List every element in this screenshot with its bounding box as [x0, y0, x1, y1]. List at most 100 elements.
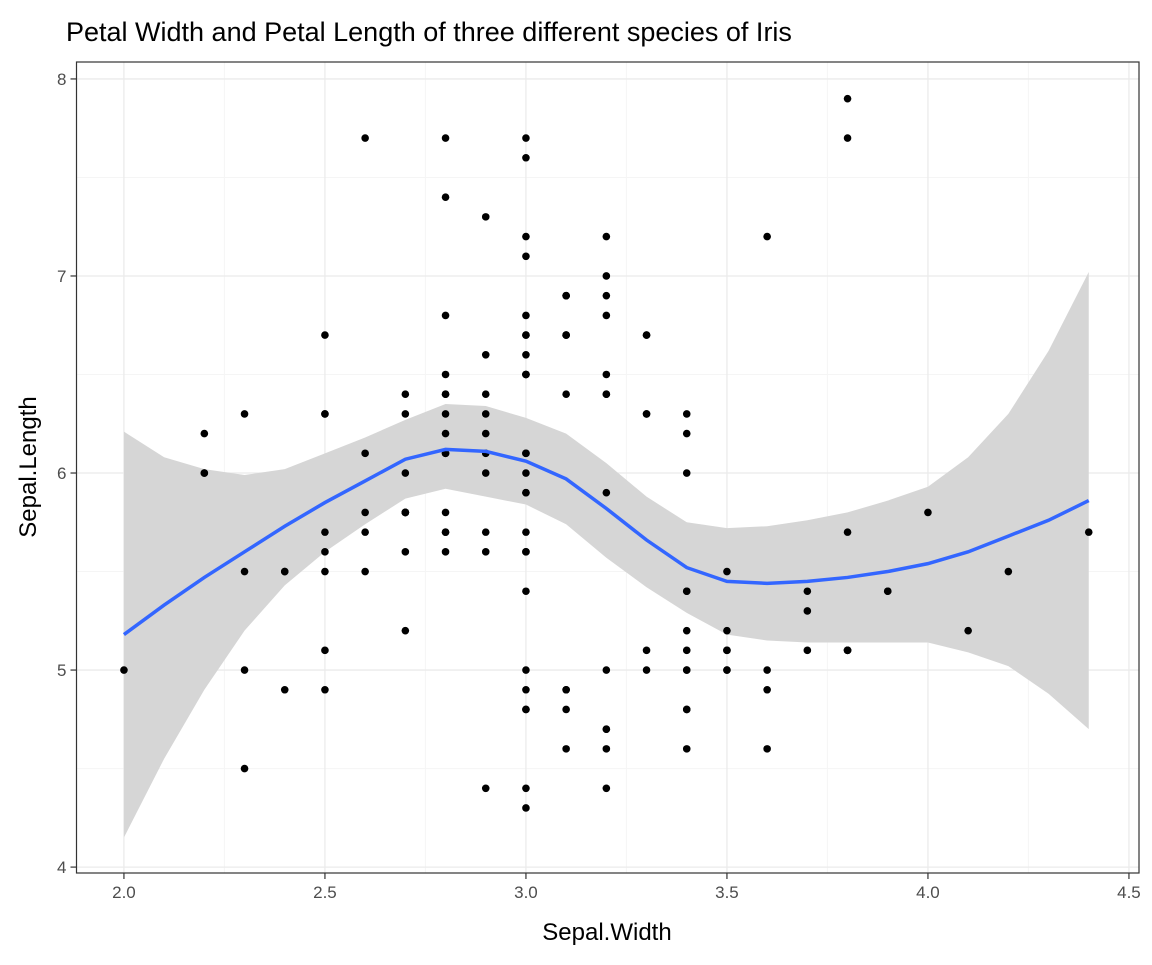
data-point	[562, 705, 570, 714]
data-point	[401, 410, 410, 418]
data-point	[602, 232, 611, 241]
data-point	[321, 548, 329, 556]
data-point	[562, 291, 570, 300]
data-point	[602, 390, 611, 399]
x-axis-title: Sepal.Width	[542, 919, 671, 946]
data-point	[682, 705, 691, 714]
data-point	[562, 390, 570, 399]
data-point	[522, 705, 530, 714]
data-point	[522, 488, 530, 497]
x-tick-label: 3.0	[514, 883, 538, 902]
data-point	[240, 410, 249, 418]
data-point	[441, 193, 450, 201]
data-point	[723, 666, 731, 674]
data-point	[602, 488, 611, 497]
data-point	[682, 745, 691, 753]
data-point	[763, 745, 771, 753]
data-point	[321, 528, 329, 536]
data-point	[522, 666, 530, 674]
data-point	[401, 508, 410, 517]
panel-border	[75, 61, 1140, 874]
x-tick-label: 2.0	[112, 883, 136, 902]
data-point	[602, 311, 611, 320]
points	[120, 94, 1093, 812]
data-point	[481, 784, 490, 793]
data-point	[602, 745, 611, 753]
data-point	[522, 784, 530, 793]
data-point	[883, 587, 892, 596]
data-point	[321, 410, 329, 418]
data-point	[441, 508, 450, 517]
data-point	[1084, 528, 1093, 536]
data-point	[280, 685, 289, 694]
data-point	[522, 331, 530, 339]
data-point	[682, 429, 691, 438]
data-point	[723, 646, 731, 655]
data-point	[321, 331, 329, 339]
data-point	[200, 469, 209, 477]
data-point	[522, 548, 530, 556]
y-tick-label: 4	[57, 858, 66, 877]
data-point	[602, 370, 611, 379]
data-point	[321, 685, 329, 694]
data-point	[522, 528, 530, 536]
data-point	[843, 528, 852, 536]
data-point	[723, 626, 731, 635]
data-point	[602, 666, 611, 674]
data-point	[522, 232, 530, 241]
data-point	[522, 370, 530, 379]
data-point	[441, 311, 450, 320]
data-point	[441, 390, 450, 399]
data-point	[522, 469, 530, 477]
data-point	[361, 134, 369, 142]
y-tick-label: 6	[57, 464, 66, 483]
data-point	[522, 134, 530, 142]
data-point	[481, 548, 490, 556]
data-point	[481, 410, 490, 418]
data-point	[602, 784, 611, 793]
data-point	[562, 745, 570, 753]
data-point	[602, 272, 611, 280]
data-point	[321, 567, 329, 576]
x-axis: 2.0 2.5 3.0 3.5 4.0 4.5	[112, 873, 1141, 902]
data-point	[522, 685, 530, 694]
data-point	[280, 567, 289, 576]
y-axis-title: Sepal.Length	[15, 396, 42, 537]
data-point	[441, 410, 450, 418]
data-point	[562, 331, 570, 339]
data-point	[682, 646, 691, 655]
data-point	[481, 213, 490, 221]
data-point	[522, 804, 530, 812]
smooth-line	[122, 447, 1090, 636]
data-point	[682, 666, 691, 674]
data-point	[642, 666, 651, 674]
data-point	[200, 429, 209, 438]
x-tick-label: 2.5	[313, 883, 337, 902]
data-point	[481, 528, 490, 536]
y-tick-label: 5	[57, 661, 66, 680]
data-point	[522, 350, 530, 359]
x-tick-label: 4.5	[1117, 883, 1141, 902]
data-point	[240, 666, 249, 674]
data-point	[522, 311, 530, 320]
data-point	[441, 134, 450, 142]
data-point	[924, 508, 932, 517]
data-point	[642, 410, 651, 418]
y-tick-label: 7	[57, 267, 66, 286]
data-point	[522, 252, 530, 261]
data-point	[843, 134, 852, 142]
data-point	[562, 685, 570, 694]
data-point	[481, 469, 490, 477]
confidence-ribbon	[123, 272, 1089, 838]
data-point	[964, 626, 972, 635]
data-point	[803, 646, 812, 655]
data-point	[682, 626, 691, 635]
data-point	[843, 94, 852, 103]
x-tick-label: 4.0	[916, 883, 940, 902]
data-point	[682, 587, 691, 596]
data-point	[803, 607, 812, 615]
data-point	[401, 626, 410, 635]
data-point	[441, 429, 450, 438]
data-point	[642, 646, 651, 655]
